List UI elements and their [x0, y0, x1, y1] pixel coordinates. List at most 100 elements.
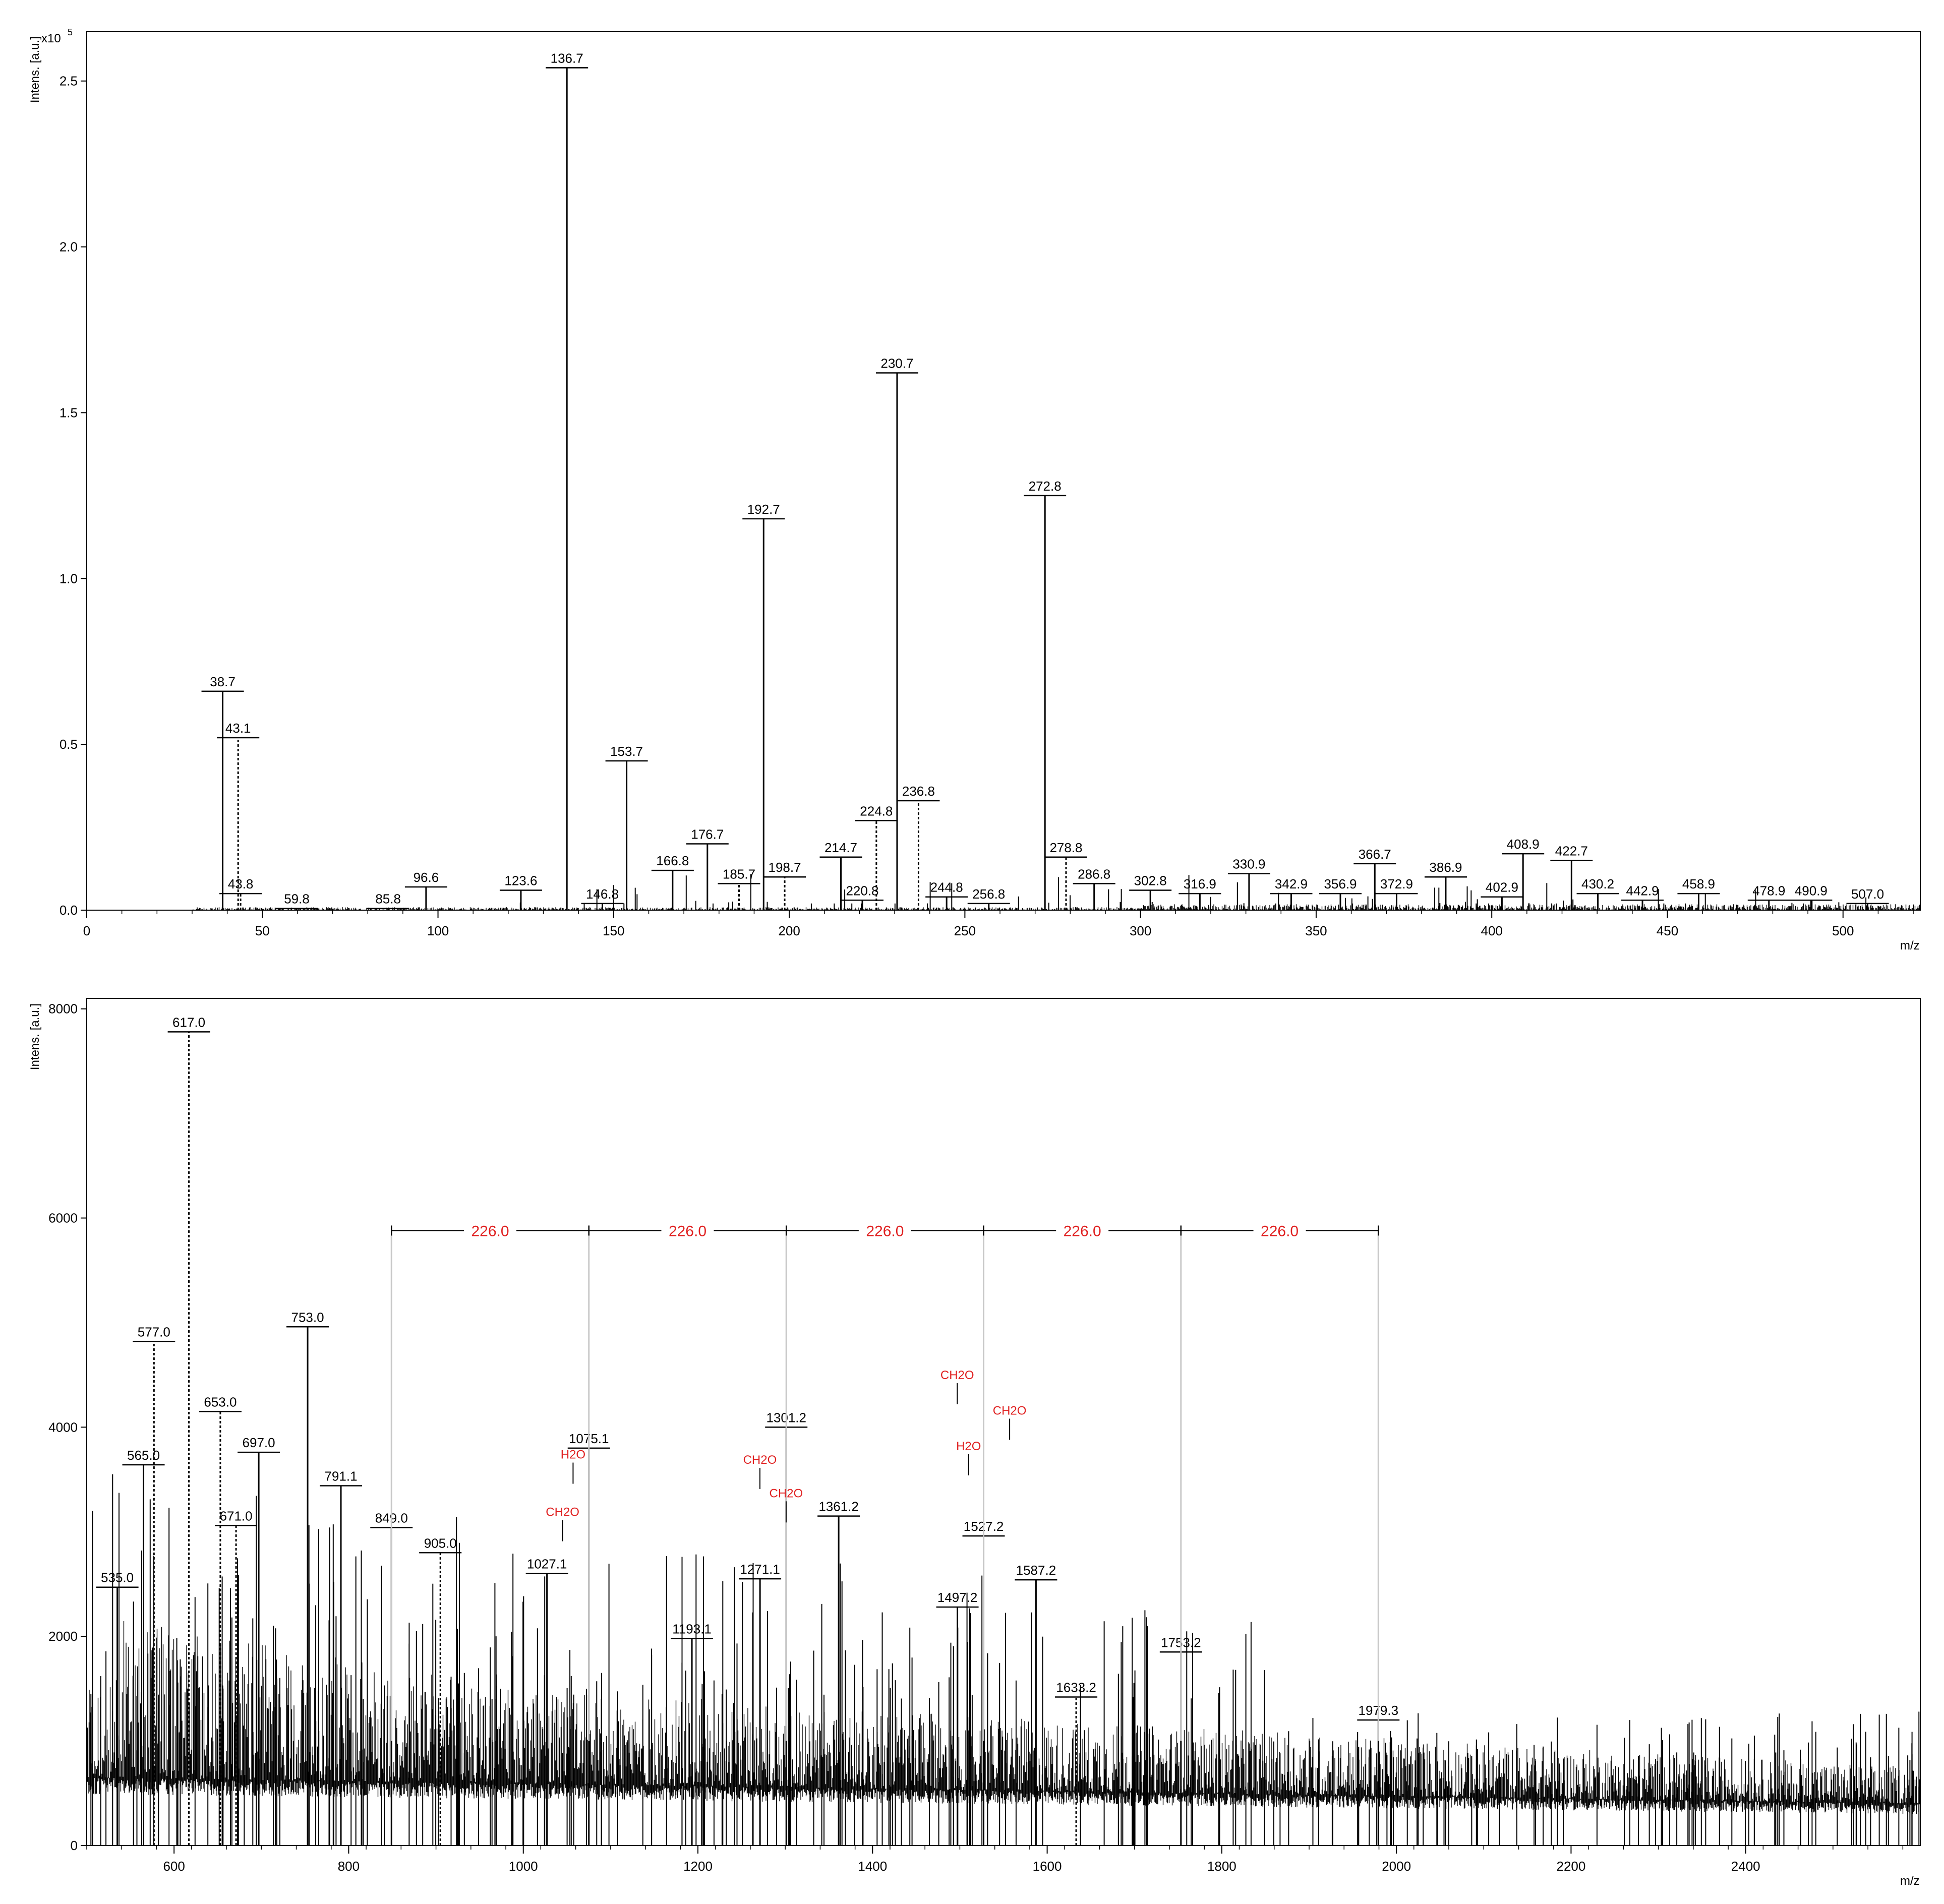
bottom-y-tick-label: 4000 [48, 1419, 78, 1435]
top-peak-label: 185.7 [723, 866, 755, 881]
top-peak-label: 342.9 [1275, 876, 1308, 891]
bottom-x-tick-label: 2400 [1731, 1859, 1760, 1874]
top-peak-label: 386.9 [1429, 860, 1462, 875]
top-x-tick-label: 450 [1657, 923, 1678, 938]
top-peak-label: 402.9 [1486, 880, 1518, 895]
bottom-spectrum-chart: 600 800 1000 1200 1400 1600 1800 2000 2200 2400 0 2… [28, 998, 1921, 1888]
top-peak-label: 316.9 [1184, 876, 1216, 891]
top-x-tick-label: 50 [255, 923, 270, 938]
bottom-x-tick-label: 2000 [1382, 1859, 1411, 1874]
top-peak-label: 422.7 [1555, 843, 1588, 858]
top-peak-label: 272.8 [1029, 479, 1062, 494]
bottom-peak-label: 617.0 [172, 1015, 205, 1030]
top-peak-label: 153.7 [610, 744, 643, 759]
bottom-difference-label: 226.0 [471, 1223, 509, 1239]
top-y-tick-label: 1.5 [60, 405, 78, 420]
bottom-peak-label: 1633.2 [1056, 1680, 1096, 1695]
bottom-peak-label: 1193.1 [672, 1621, 712, 1636]
top-peak-label: 214.7 [824, 840, 857, 855]
bottom-loss-label: CH2O [770, 1486, 803, 1500]
top-peak-label: 166.8 [656, 853, 689, 868]
top-y-tick-label: 2.5 [60, 74, 78, 89]
top-peak-label: 38.7 [210, 674, 235, 689]
bottom-loss-label: H2O [561, 1448, 585, 1462]
top-peak-label: 490.9 [1795, 883, 1828, 898]
top-x-tick-label: 100 [427, 923, 449, 938]
bottom-peak-label: 1587.2 [1016, 1563, 1056, 1578]
bottom-x-tick-label: 2200 [1557, 1859, 1586, 1874]
top-peak-label: 302.8 [1134, 873, 1167, 888]
top-peak-label: 372.9 [1380, 876, 1413, 891]
bottom-peak-label: 653.0 [204, 1394, 237, 1409]
top-x-axis-label: m/z [1900, 939, 1920, 953]
bottom-minor-peaks [90, 1474, 1920, 1846]
top-peak-label: 192.7 [747, 502, 780, 517]
top-peak-label: 198.7 [769, 860, 801, 875]
top-peak-label: 458.9 [1682, 876, 1715, 891]
top-y-multiplier: x10 [41, 32, 61, 45]
bottom-plot-frame [86, 998, 1921, 1846]
top-peak-label: 85.8 [375, 891, 401, 907]
top-x-tick-label: 300 [1130, 923, 1151, 938]
bottom-x-axis-label: m/z [1900, 1874, 1920, 1888]
top-peak-label: 123.6 [504, 873, 537, 888]
bottom-peak-label: 1497.2 [937, 1590, 978, 1605]
top-peak-label: 366.7 [1359, 847, 1391, 862]
top-peak-label: 286.8 [1078, 866, 1110, 881]
top-peak-label: 478.9 [1752, 883, 1785, 898]
top-peak-label: 256.8 [972, 886, 1005, 902]
bottom-x-tick-label: 1400 [858, 1859, 887, 1874]
bottom-y-tick-label: 8000 [48, 1001, 78, 1017]
top-peak-label: 176.7 [691, 826, 724, 842]
top-y-multiplier-exponent: 5 [68, 27, 73, 37]
bottom-x-tick-label: 600 [163, 1859, 185, 1874]
bottom-y-tick-label: 6000 [48, 1211, 78, 1226]
bottom-loss-label: CH2O [743, 1453, 777, 1467]
bottom-difference-label: 226.0 [866, 1223, 904, 1239]
bottom-peak-label: 697.0 [243, 1435, 275, 1450]
bottom-x-tick-label: 1800 [1207, 1859, 1236, 1874]
bottom-x-tick-label: 1600 [1033, 1859, 1062, 1874]
top-y-tick-label: 2.0 [60, 240, 78, 255]
top-y-axis-label: Intens. [a.u.] [28, 36, 42, 103]
top-baseline-noise [86, 904, 1920, 910]
top-x-tick-label: 500 [1832, 923, 1854, 938]
top-peak-label: 224.8 [860, 803, 893, 818]
bottom-y-axis-label: Intens. [a.u.] [28, 1003, 42, 1070]
bottom-peak-label: 753.0 [291, 1310, 324, 1325]
top-peak-label: 442.9 [1626, 883, 1659, 898]
bottom-loss-label: CH2O [546, 1506, 579, 1519]
bottom-difference-label: 226.0 [1261, 1223, 1299, 1239]
top-peak-label: 96.6 [414, 870, 439, 885]
top-peak-label: 278.8 [1049, 840, 1082, 855]
top-peak-label: 244.8 [930, 880, 963, 895]
top-x-tick-label: 150 [603, 923, 624, 938]
top-peak-label: 230.7 [880, 355, 913, 371]
bottom-loss-label: CH2O [940, 1368, 974, 1382]
bottom-peak-label: 791.1 [324, 1469, 357, 1484]
bottom-peak-label: 1271.1 [740, 1562, 780, 1577]
top-plot-frame [86, 31, 1921, 911]
bottom-peak-label: 565.0 [127, 1448, 160, 1463]
bottom-peak-label: 577.0 [138, 1324, 170, 1339]
top-peak-label: 43.8 [228, 876, 254, 891]
top-peak-label: 330.9 [1232, 857, 1265, 872]
bottom-x-tick-label: 1000 [509, 1859, 538, 1874]
top-y-tick-label: 0.0 [60, 903, 78, 918]
top-x-tick-label: 400 [1481, 923, 1503, 938]
bottom-difference-label: 226.0 [1064, 1223, 1101, 1239]
top-peak-label: 59.8 [284, 891, 310, 907]
top-y-tick-label: 1.0 [60, 571, 78, 586]
top-peak-label: 146.8 [586, 886, 619, 902]
top-peak-label: 507.0 [1851, 886, 1884, 902]
top-peak-label: 408.9 [1507, 837, 1540, 852]
bottom-x-tick-label: 800 [338, 1859, 360, 1874]
top-peak-label: 43.1 [225, 721, 251, 736]
top-x-tick-label: 350 [1305, 923, 1327, 938]
bottom-y-tick-label: 2000 [48, 1629, 78, 1644]
bottom-x-tick-label: 1200 [683, 1859, 713, 1874]
top-x-tick-label: 200 [778, 923, 800, 938]
bottom-loss-label: CH2O [993, 1404, 1027, 1417]
bottom-y-tick-label: 0 [71, 1838, 78, 1853]
bottom-loss-label: H2O [956, 1440, 981, 1453]
